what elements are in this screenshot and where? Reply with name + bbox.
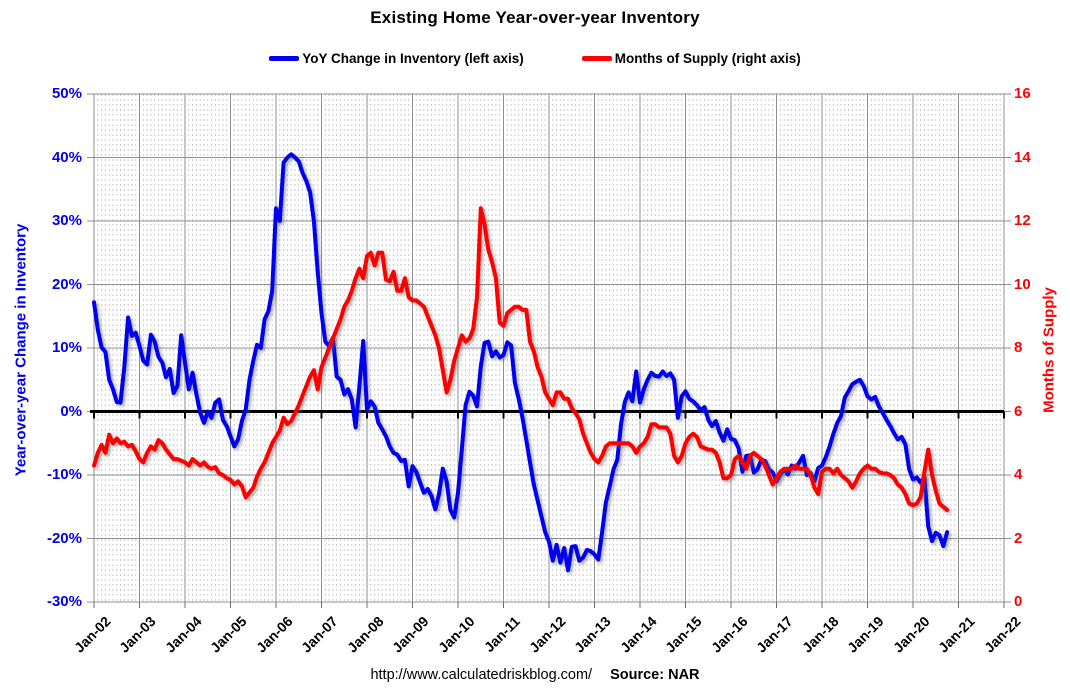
chart-title: Existing Home Year-over-year Inventory [370,8,700,27]
left-axis-tick-label: -30% [46,593,82,610]
series-yoy-inventory-line [92,152,950,573]
left-axis-tick-label: 30% [51,212,82,229]
series-months-supply-line [92,206,950,512]
right-axis-tick-label: 8 [1014,339,1023,356]
left-axis-tick-label: 50% [51,85,82,102]
left-axis-tick-label: -10% [46,466,82,483]
right-axis-tick-label: 2 [1014,529,1023,547]
right-axis-tick-label: 16 [1014,85,1031,102]
blue-line-swatch [269,56,300,61]
legend-label-months-supply: Months of Supply (right axis) [614,51,801,66]
legend-item-yoy-inventory: YoY Change in Inventory (left axis) [269,51,524,66]
right-axis-tick-label: 10 [1014,275,1031,293]
footer-source: Source: NAR [610,667,700,683]
left-axis-tick-label: -20% [46,529,82,547]
red-line-swatch [581,56,612,61]
left-axis-tick-label: 40% [51,148,82,166]
right-axis-tick-label: 0 [1014,593,1023,610]
footer: http://www.calculatedriskblog.com/Source… [0,667,1070,683]
right-axis-tick-label: 4 [1014,466,1023,483]
left-axis-title: Year-over-year Change in Inventory [12,223,30,477]
right-axis-title: Months of Supply [1040,287,1058,413]
legend-label-yoy-inventory: YoY Change in Inventory (left axis) [302,51,524,66]
footer-url: http://www.calculatedriskblog.com/ [370,667,593,683]
right-axis-tick-label: 12 [1014,212,1031,229]
legend-item-months-supply: Months of Supply (right axis) [581,51,801,66]
left-axis-tick-label: 20% [51,275,82,293]
left-axis-tick-label: 10% [51,339,82,356]
legend: YoY Change in Inventory (left axis) Mont… [0,51,1070,66]
right-axis-tick-label: 6 [1014,402,1023,420]
right-axis-tick-label: 14 [1014,148,1031,166]
left-axis-tick-label: 0% [60,402,82,420]
